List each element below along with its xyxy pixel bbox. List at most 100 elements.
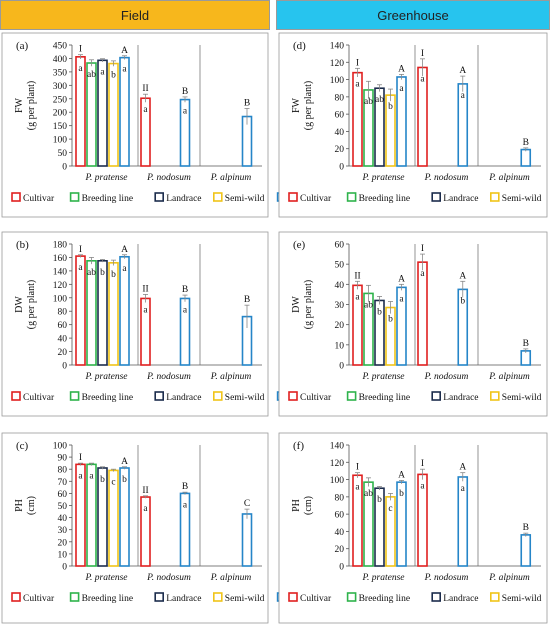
panel-letter: (c) (16, 440, 29, 452)
significance-lower-label: a (183, 500, 188, 510)
significance-upper-label: C (244, 499, 250, 509)
legend-label: Semi-wild (502, 594, 542, 604)
significance-lower-label: a (399, 294, 404, 304)
significance-upper-label: II (142, 84, 148, 94)
significance-upper-label: II (142, 486, 148, 496)
y-tick-label: 100 (53, 442, 68, 452)
legend-label: Breeding line (359, 594, 410, 604)
y-tick-label: 60 (335, 241, 345, 251)
legend-swatch (489, 192, 500, 202)
y-axis-label-line: (g per plant) (26, 81, 37, 130)
significance-lower-label: b (388, 102, 393, 112)
significance-lower-label: b (100, 268, 105, 278)
y-tick-label: 50 (58, 149, 68, 159)
panel-frame (1, 432, 269, 624)
significance-upper-label: I (421, 49, 424, 59)
legend-swatch (213, 391, 223, 401)
legend-label: Semi-wild (225, 194, 265, 204)
y-tick-label: 90 (58, 454, 68, 464)
legend-label: Landrace (443, 393, 478, 403)
y-tick-label: 100 (53, 294, 68, 304)
species-label: P. pratense (361, 573, 404, 583)
y-tick-label: 60 (58, 321, 68, 331)
greenhouse-header: Greenhouse (276, 0, 550, 30)
significance-lower-label: c (388, 504, 392, 514)
chart-panel-d: (d) FW (g per plant) 0 20 40 60 80 100 120 140 P. p… (278, 32, 548, 218)
significance-lower-label: ab (364, 489, 373, 499)
panel-frame (278, 32, 548, 218)
y-tick-label: 0 (339, 163, 344, 173)
significance-upper-label: II (354, 271, 360, 281)
bar (520, 350, 532, 366)
significance-lower-label: ab (364, 300, 373, 310)
panel-letter: (f) (293, 440, 304, 452)
significance-upper-label: A (459, 463, 466, 473)
y-tick-label: 250 (53, 95, 68, 105)
y-axis-label-line: PH (14, 499, 25, 512)
significance-lower-label: a (122, 65, 127, 75)
y-tick-label: 150 (53, 122, 68, 132)
y-axis-label-line: (cm) (303, 496, 314, 515)
field-header-label: Field (120, 7, 150, 23)
greenhouse-header-label: Greenhouse (377, 7, 449, 23)
y-axis-label: DW (g per plant) (14, 280, 37, 329)
y-tick-label: 0 (62, 563, 67, 573)
significance-upper-label: B (182, 482, 188, 492)
y-tick-label: 350 (53, 68, 68, 78)
legend-label: Cultivar (23, 194, 55, 204)
significance-upper-label: B (523, 138, 529, 148)
y-tick-label: 120 (330, 59, 345, 69)
legend-label: Landrace (166, 393, 201, 403)
y-tick-label: 50 (335, 261, 345, 271)
legend-label: Landrace (166, 194, 201, 204)
significance-upper-label: B (523, 339, 529, 349)
panel-letter: (a) (16, 40, 29, 52)
significance-upper-label: A (398, 470, 405, 480)
y-tick-label: 40 (58, 514, 68, 524)
significance-lower-label: b (111, 270, 116, 280)
legend-swatch (346, 592, 357, 602)
significance-lower-label: a (461, 484, 466, 494)
y-tick-label: 140 (330, 42, 345, 52)
significance-lower-label: b (388, 315, 393, 325)
significance-lower-label: a (143, 305, 148, 315)
species-label: P. nodosum (146, 573, 191, 583)
significance-lower-label: b (399, 489, 404, 499)
legend-swatch (288, 192, 298, 202)
y-tick-label: 0 (339, 362, 344, 372)
species-label: P. alpinum (488, 573, 530, 583)
significance-lower-label: ab (375, 95, 384, 105)
y-tick-label: 30 (335, 301, 345, 311)
significance-lower-label: c (111, 477, 115, 487)
legend-swatch (346, 391, 357, 401)
species-label: P. pratense (84, 173, 127, 183)
legend-label: Landrace (443, 594, 478, 604)
significance-lower-label: a (78, 64, 83, 74)
panel-letter: (b) (16, 239, 29, 251)
legend-swatch (69, 391, 80, 401)
significance-lower-label: a (420, 269, 425, 279)
significance-lower-label: a (78, 471, 83, 481)
y-tick-label: 80 (58, 308, 68, 318)
legend-label: Cultivar (300, 594, 332, 604)
y-axis-label-line: (g per plant) (303, 280, 314, 329)
y-tick-label: 30 (58, 526, 68, 536)
species-label: P. alpinum (210, 173, 252, 183)
y-tick-label: 20 (335, 145, 345, 155)
significance-upper-label: I (79, 245, 82, 255)
significance-lower-label: ab (87, 268, 96, 278)
legend-label: Breeding line (359, 393, 410, 403)
significance-upper-label: I (421, 459, 424, 469)
significance-lower-label: a (355, 482, 360, 492)
y-tick-label: 140 (330, 442, 345, 452)
species-label: P. nodosum (424, 573, 469, 583)
chart-panel-b: (b)DW (g per plant)0204060801001201401601… (1, 231, 307, 417)
y-tick-label: 180 (53, 241, 68, 251)
significance-upper-label: I (421, 244, 424, 254)
legend-swatch (489, 592, 500, 602)
y-axis-label-line: PH (291, 499, 302, 512)
significance-lower-label: b (377, 307, 382, 317)
species-label: P. alpinum (488, 372, 530, 382)
species-label: P. nodosum (424, 372, 469, 382)
y-tick-label: 0 (339, 563, 344, 573)
